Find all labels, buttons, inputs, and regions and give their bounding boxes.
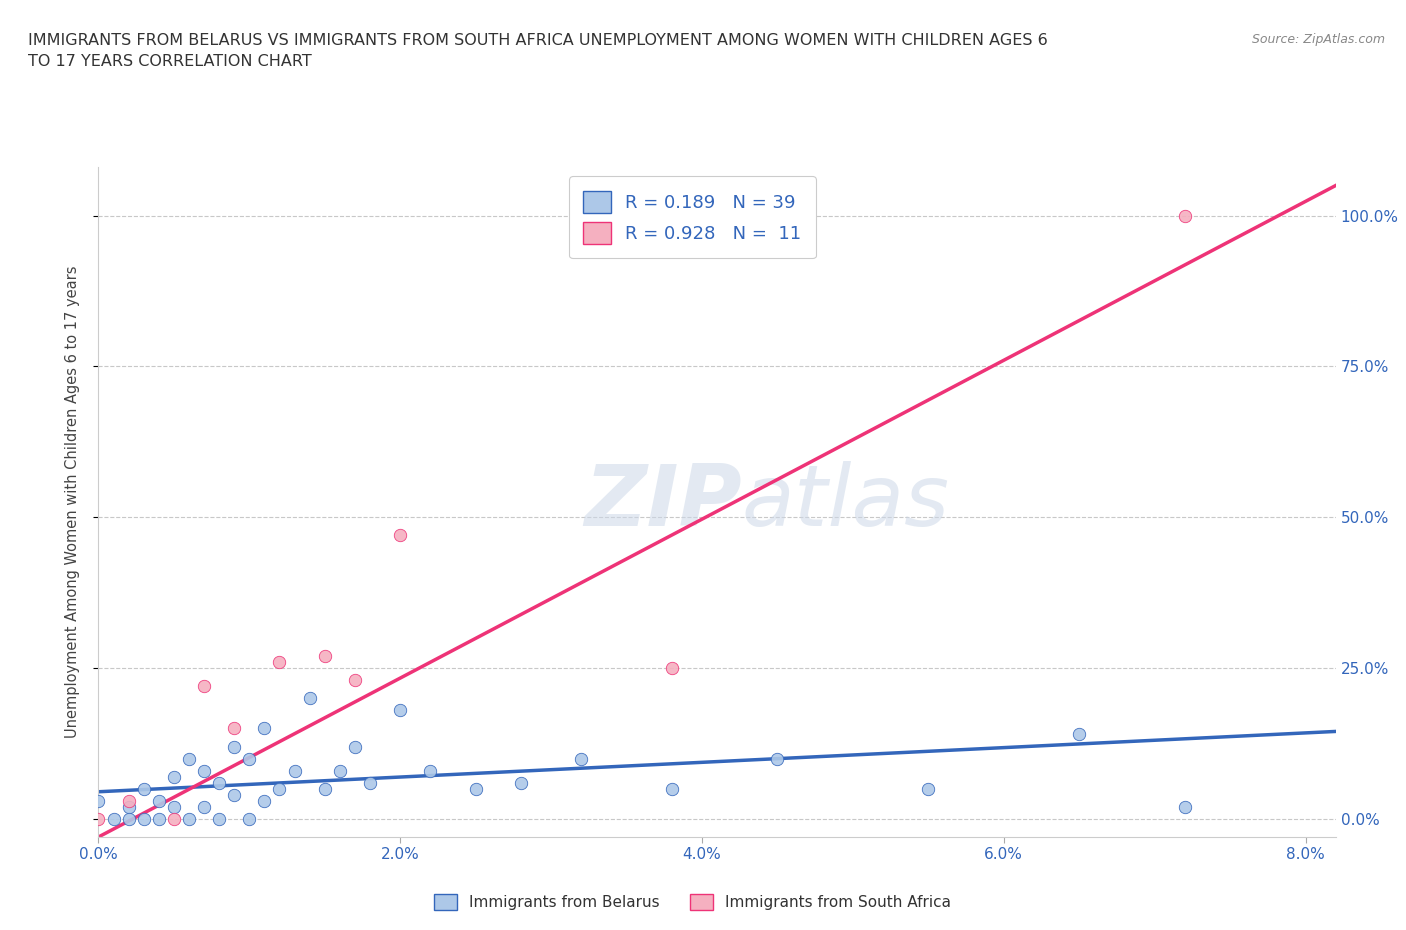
Point xyxy=(389,703,412,718)
Point xyxy=(329,764,352,778)
Point xyxy=(253,721,276,736)
Point xyxy=(766,751,789,766)
Point xyxy=(177,751,200,766)
Point xyxy=(103,812,125,827)
Point xyxy=(208,776,231,790)
Point xyxy=(661,660,683,675)
Point xyxy=(269,655,291,670)
Text: Source: ZipAtlas.com: Source: ZipAtlas.com xyxy=(1251,33,1385,46)
Point xyxy=(314,781,336,796)
Point xyxy=(298,691,321,706)
Point xyxy=(208,812,231,827)
Point xyxy=(148,793,170,808)
Point xyxy=(464,781,486,796)
Point xyxy=(314,648,336,663)
Point xyxy=(193,679,215,694)
Point xyxy=(163,812,186,827)
Point xyxy=(224,721,246,736)
Point xyxy=(1174,208,1197,223)
Point xyxy=(117,793,139,808)
Point xyxy=(917,781,939,796)
Point xyxy=(132,781,155,796)
Point xyxy=(1069,727,1091,742)
Point xyxy=(569,751,592,766)
Point xyxy=(343,672,366,687)
Point xyxy=(238,812,260,827)
Text: atlas: atlas xyxy=(742,460,950,544)
Point xyxy=(132,812,155,827)
Legend: Immigrants from Belarus, Immigrants from South Africa: Immigrants from Belarus, Immigrants from… xyxy=(427,888,957,916)
Point xyxy=(509,776,531,790)
Point xyxy=(238,751,260,766)
Text: ZIP: ZIP xyxy=(583,460,742,544)
Point xyxy=(224,788,246,803)
Point xyxy=(1174,800,1197,815)
Point xyxy=(224,739,246,754)
Point xyxy=(359,776,381,790)
Point xyxy=(87,793,110,808)
Point xyxy=(117,812,139,827)
Point xyxy=(193,800,215,815)
Text: IMMIGRANTS FROM BELARUS VS IMMIGRANTS FROM SOUTH AFRICA UNEMPLOYMENT AMONG WOMEN: IMMIGRANTS FROM BELARUS VS IMMIGRANTS FR… xyxy=(28,33,1047,69)
Point xyxy=(177,812,200,827)
Y-axis label: Unemployment Among Women with Children Ages 6 to 17 years: Unemployment Among Women with Children A… xyxy=(65,266,80,738)
Point xyxy=(253,793,276,808)
Point xyxy=(87,812,110,827)
Point xyxy=(193,764,215,778)
Point xyxy=(343,739,366,754)
Point xyxy=(284,764,307,778)
Point xyxy=(389,528,412,543)
Point xyxy=(163,800,186,815)
Point xyxy=(117,800,139,815)
Point xyxy=(419,764,441,778)
Point xyxy=(269,781,291,796)
Point xyxy=(661,781,683,796)
Point xyxy=(163,769,186,784)
Point xyxy=(148,812,170,827)
